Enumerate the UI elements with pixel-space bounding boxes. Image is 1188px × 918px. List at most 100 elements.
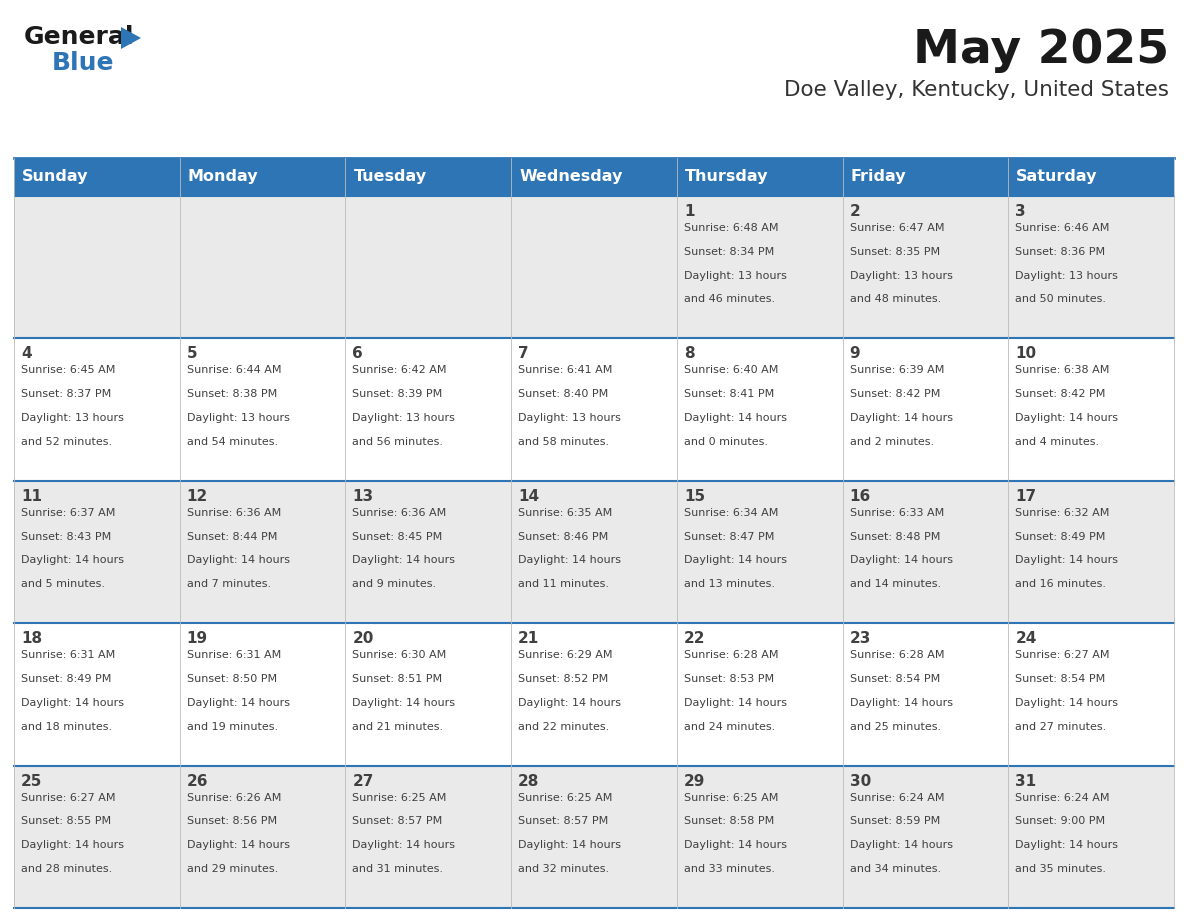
Text: Daylight: 14 hours: Daylight: 14 hours bbox=[1016, 698, 1118, 708]
Text: 4: 4 bbox=[21, 346, 32, 362]
Text: Wednesday: Wednesday bbox=[519, 170, 623, 185]
Text: Daylight: 13 hours: Daylight: 13 hours bbox=[1016, 271, 1118, 281]
Text: and 25 minutes.: and 25 minutes. bbox=[849, 722, 941, 732]
Text: and 18 minutes.: and 18 minutes. bbox=[21, 722, 112, 732]
Text: Sunset: 8:43 PM: Sunset: 8:43 PM bbox=[21, 532, 112, 542]
Text: and 29 minutes.: and 29 minutes. bbox=[187, 864, 278, 874]
Text: Sunrise: 6:40 AM: Sunrise: 6:40 AM bbox=[684, 365, 778, 375]
Text: 8: 8 bbox=[684, 346, 695, 362]
Text: and 48 minutes.: and 48 minutes. bbox=[849, 295, 941, 305]
Text: Sunday: Sunday bbox=[23, 170, 88, 185]
Text: Sunset: 8:55 PM: Sunset: 8:55 PM bbox=[21, 816, 112, 826]
Text: Sunrise: 6:44 AM: Sunrise: 6:44 AM bbox=[187, 365, 282, 375]
Text: and 5 minutes.: and 5 minutes. bbox=[21, 579, 105, 589]
Text: Sunrise: 6:34 AM: Sunrise: 6:34 AM bbox=[684, 508, 778, 518]
Text: Sunset: 8:39 PM: Sunset: 8:39 PM bbox=[353, 389, 443, 399]
Text: Daylight: 14 hours: Daylight: 14 hours bbox=[1016, 555, 1118, 565]
Text: Sunset: 8:49 PM: Sunset: 8:49 PM bbox=[1016, 532, 1106, 542]
Text: Sunset: 8:46 PM: Sunset: 8:46 PM bbox=[518, 532, 608, 542]
Text: and 11 minutes.: and 11 minutes. bbox=[518, 579, 609, 589]
Text: 28: 28 bbox=[518, 774, 539, 789]
Text: and 24 minutes.: and 24 minutes. bbox=[684, 722, 775, 732]
Text: and 0 minutes.: and 0 minutes. bbox=[684, 437, 767, 447]
Text: General: General bbox=[24, 25, 134, 49]
Text: Sunrise: 6:29 AM: Sunrise: 6:29 AM bbox=[518, 650, 613, 660]
Text: Sunset: 8:49 PM: Sunset: 8:49 PM bbox=[21, 674, 112, 684]
Text: 13: 13 bbox=[353, 488, 373, 504]
Text: Sunrise: 6:47 AM: Sunrise: 6:47 AM bbox=[849, 223, 944, 233]
Text: Sunset: 8:42 PM: Sunset: 8:42 PM bbox=[849, 389, 940, 399]
Text: Daylight: 14 hours: Daylight: 14 hours bbox=[684, 698, 786, 708]
Bar bbox=[14, 766, 1174, 908]
Bar bbox=[14, 339, 1174, 481]
Text: 27: 27 bbox=[353, 774, 374, 789]
Text: 30: 30 bbox=[849, 774, 871, 789]
Text: Daylight: 13 hours: Daylight: 13 hours bbox=[684, 271, 786, 281]
Text: Sunrise: 6:24 AM: Sunrise: 6:24 AM bbox=[849, 792, 944, 802]
Text: 17: 17 bbox=[1016, 488, 1036, 504]
Text: 24: 24 bbox=[1016, 632, 1037, 646]
Text: Sunrise: 6:28 AM: Sunrise: 6:28 AM bbox=[684, 650, 778, 660]
Text: 23: 23 bbox=[849, 632, 871, 646]
Text: Sunrise: 6:27 AM: Sunrise: 6:27 AM bbox=[1016, 650, 1110, 660]
Text: and 19 minutes.: and 19 minutes. bbox=[187, 722, 278, 732]
Text: and 31 minutes.: and 31 minutes. bbox=[353, 864, 443, 874]
Text: Daylight: 14 hours: Daylight: 14 hours bbox=[518, 698, 621, 708]
Text: 2: 2 bbox=[849, 204, 860, 219]
Text: Sunset: 9:00 PM: Sunset: 9:00 PM bbox=[1016, 816, 1105, 826]
Text: 10: 10 bbox=[1016, 346, 1036, 362]
Text: Sunset: 8:50 PM: Sunset: 8:50 PM bbox=[187, 674, 277, 684]
Text: and 52 minutes.: and 52 minutes. bbox=[21, 437, 112, 447]
Text: Daylight: 14 hours: Daylight: 14 hours bbox=[849, 840, 953, 850]
Text: and 33 minutes.: and 33 minutes. bbox=[684, 864, 775, 874]
Text: Daylight: 14 hours: Daylight: 14 hours bbox=[21, 840, 124, 850]
Text: Sunrise: 6:45 AM: Sunrise: 6:45 AM bbox=[21, 365, 115, 375]
Text: Sunset: 8:51 PM: Sunset: 8:51 PM bbox=[353, 674, 443, 684]
Text: Daylight: 14 hours: Daylight: 14 hours bbox=[518, 840, 621, 850]
Text: Sunset: 8:45 PM: Sunset: 8:45 PM bbox=[353, 532, 443, 542]
Text: 18: 18 bbox=[21, 632, 42, 646]
Text: Sunrise: 6:31 AM: Sunrise: 6:31 AM bbox=[21, 650, 115, 660]
Text: Sunrise: 6:32 AM: Sunrise: 6:32 AM bbox=[1016, 508, 1110, 518]
Text: Sunset: 8:44 PM: Sunset: 8:44 PM bbox=[187, 532, 277, 542]
Text: Sunrise: 6:33 AM: Sunrise: 6:33 AM bbox=[849, 508, 943, 518]
Text: 31: 31 bbox=[1016, 774, 1036, 789]
Text: Sunrise: 6:35 AM: Sunrise: 6:35 AM bbox=[518, 508, 612, 518]
Text: Sunset: 8:36 PM: Sunset: 8:36 PM bbox=[1016, 247, 1105, 257]
Text: Sunrise: 6:25 AM: Sunrise: 6:25 AM bbox=[353, 792, 447, 802]
Text: Sunrise: 6:38 AM: Sunrise: 6:38 AM bbox=[1016, 365, 1110, 375]
Text: Daylight: 13 hours: Daylight: 13 hours bbox=[353, 413, 455, 423]
Text: and 16 minutes.: and 16 minutes. bbox=[1016, 579, 1106, 589]
Text: Sunrise: 6:36 AM: Sunrise: 6:36 AM bbox=[187, 508, 282, 518]
Text: Blue: Blue bbox=[52, 51, 114, 75]
Text: Daylight: 14 hours: Daylight: 14 hours bbox=[353, 698, 455, 708]
Text: and 28 minutes.: and 28 minutes. bbox=[21, 864, 112, 874]
Text: Sunset: 8:38 PM: Sunset: 8:38 PM bbox=[187, 389, 277, 399]
Text: Daylight: 14 hours: Daylight: 14 hours bbox=[187, 555, 290, 565]
Text: Sunset: 8:59 PM: Sunset: 8:59 PM bbox=[849, 816, 940, 826]
Text: and 14 minutes.: and 14 minutes. bbox=[849, 579, 941, 589]
Text: and 50 minutes.: and 50 minutes. bbox=[1016, 295, 1106, 305]
Text: Sunrise: 6:25 AM: Sunrise: 6:25 AM bbox=[518, 792, 613, 802]
Text: Sunrise: 6:27 AM: Sunrise: 6:27 AM bbox=[21, 792, 115, 802]
Text: 15: 15 bbox=[684, 488, 704, 504]
Polygon shape bbox=[121, 27, 141, 49]
Bar bbox=[14, 196, 1174, 339]
Text: Sunrise: 6:28 AM: Sunrise: 6:28 AM bbox=[849, 650, 944, 660]
Text: Daylight: 14 hours: Daylight: 14 hours bbox=[684, 840, 786, 850]
Text: Sunset: 8:54 PM: Sunset: 8:54 PM bbox=[1016, 674, 1106, 684]
Text: and 32 minutes.: and 32 minutes. bbox=[518, 864, 609, 874]
Text: Sunrise: 6:30 AM: Sunrise: 6:30 AM bbox=[353, 650, 447, 660]
Text: Sunrise: 6:25 AM: Sunrise: 6:25 AM bbox=[684, 792, 778, 802]
Text: Sunrise: 6:46 AM: Sunrise: 6:46 AM bbox=[1016, 223, 1110, 233]
Text: and 21 minutes.: and 21 minutes. bbox=[353, 722, 443, 732]
Text: and 58 minutes.: and 58 minutes. bbox=[518, 437, 609, 447]
Text: 14: 14 bbox=[518, 488, 539, 504]
Text: Sunset: 8:58 PM: Sunset: 8:58 PM bbox=[684, 816, 775, 826]
Text: Sunrise: 6:48 AM: Sunrise: 6:48 AM bbox=[684, 223, 778, 233]
Text: Daylight: 14 hours: Daylight: 14 hours bbox=[849, 555, 953, 565]
Text: Daylight: 13 hours: Daylight: 13 hours bbox=[187, 413, 290, 423]
Text: Daylight: 13 hours: Daylight: 13 hours bbox=[849, 271, 953, 281]
Text: Sunrise: 6:36 AM: Sunrise: 6:36 AM bbox=[353, 508, 447, 518]
Text: 7: 7 bbox=[518, 346, 529, 362]
